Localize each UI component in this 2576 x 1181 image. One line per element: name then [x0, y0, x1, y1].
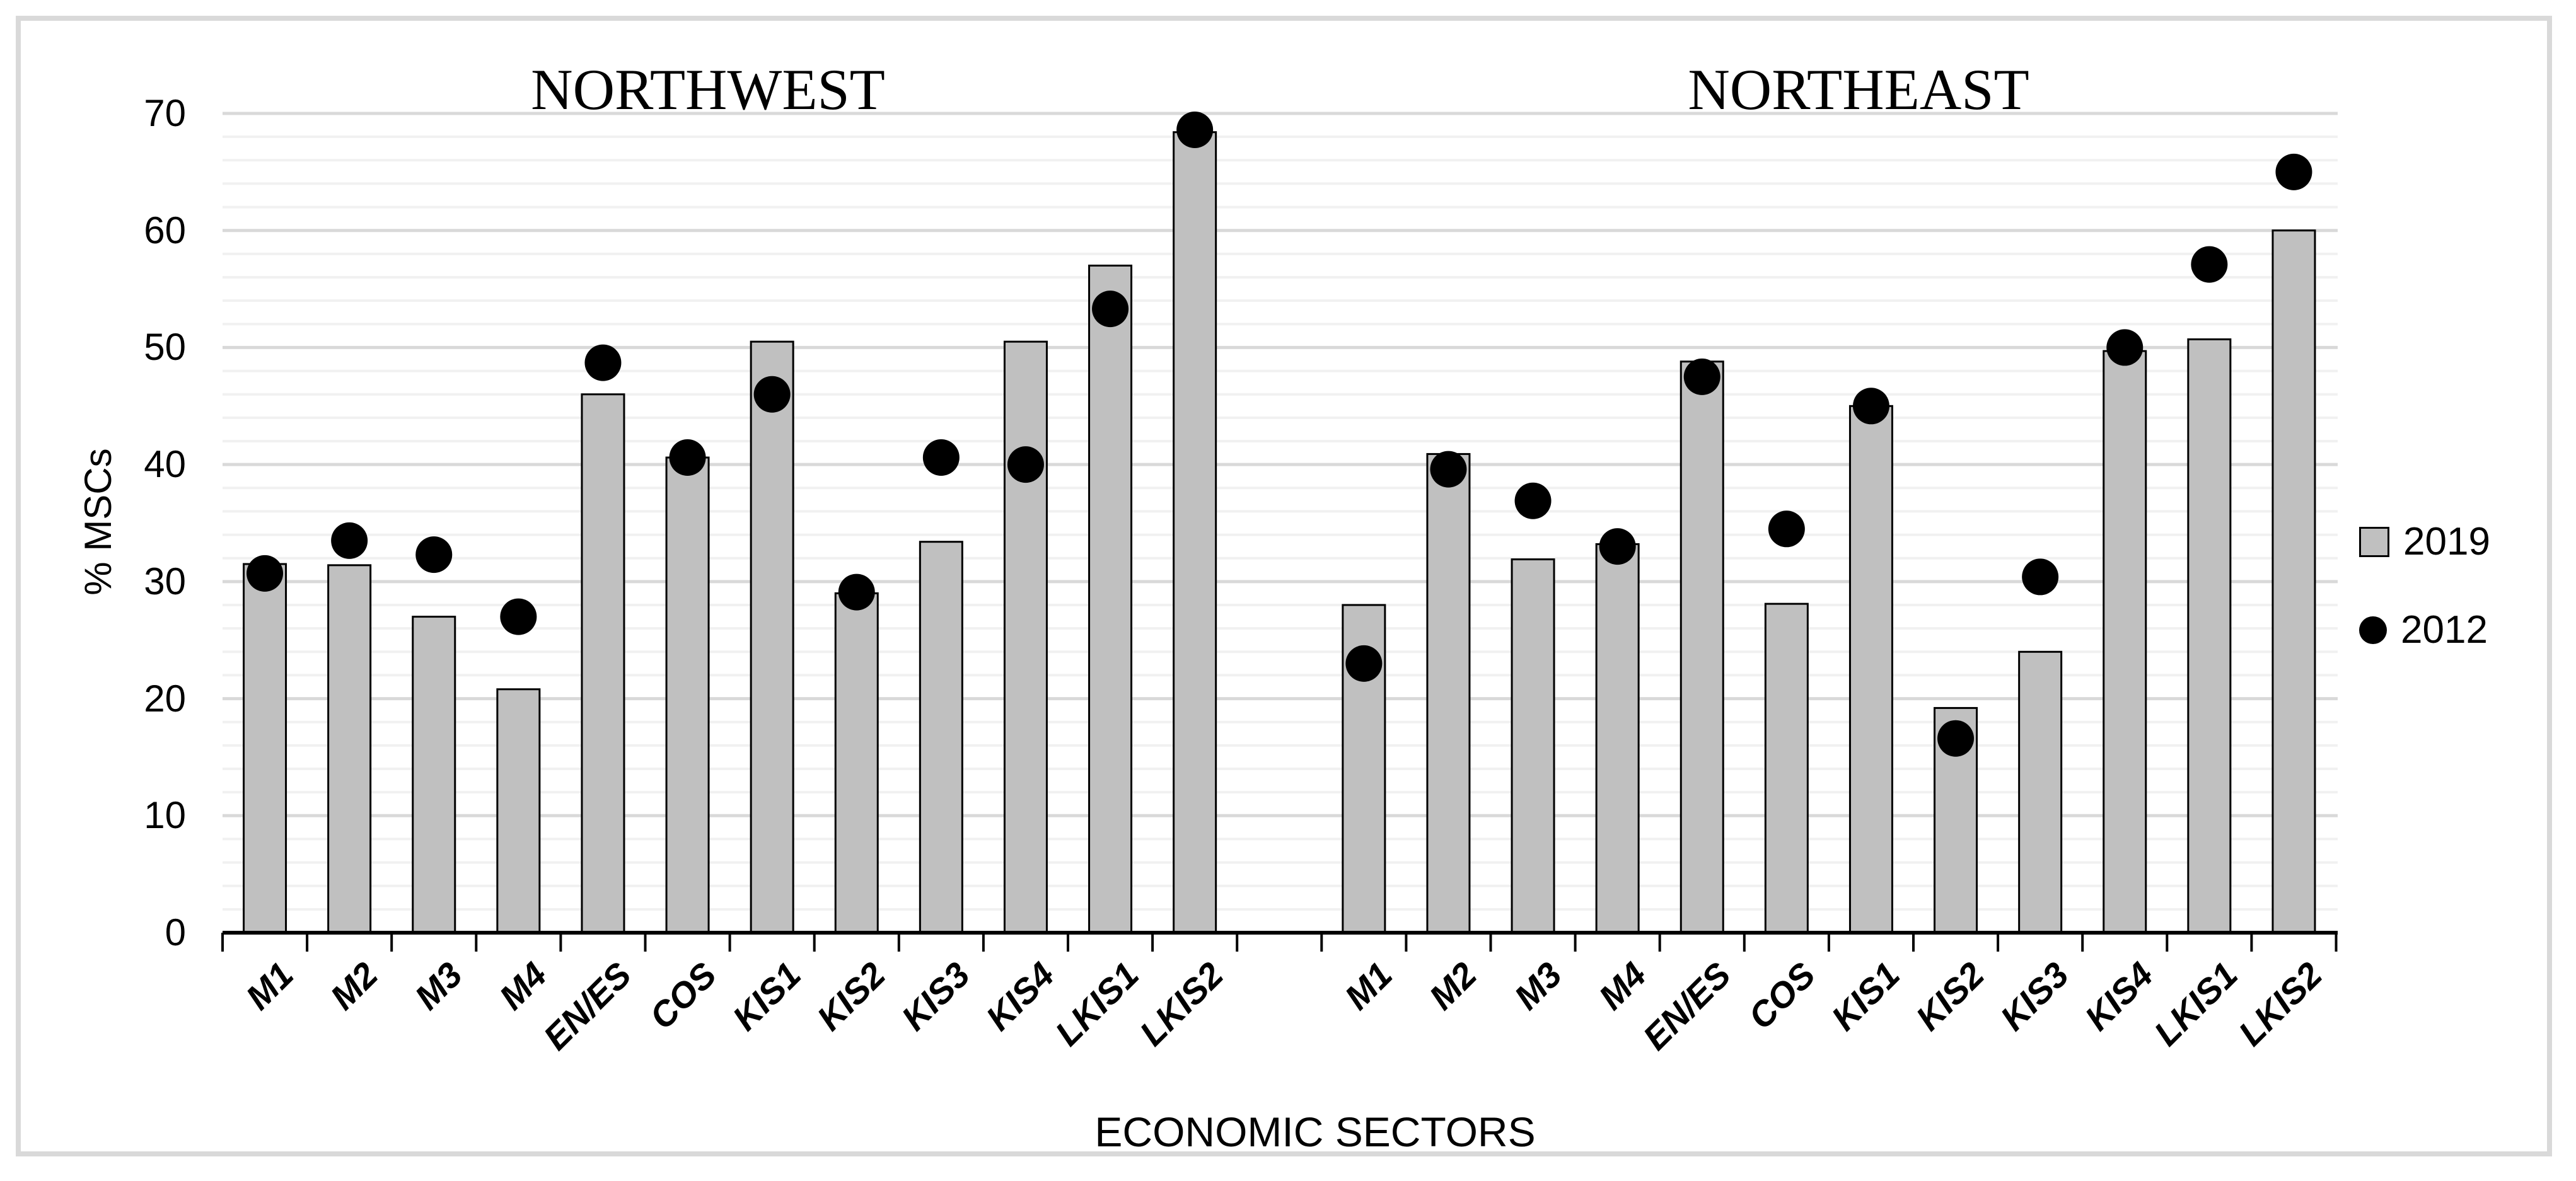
y-axis-tick-label: 10 [144, 794, 186, 837]
y-axis-tick-label: 70 [144, 92, 186, 134]
x-axis-title: ECONOMIC SECTORS [1094, 1109, 1536, 1155]
bar-2019 [1088, 264, 1133, 934]
black-dot-icon [2359, 616, 2387, 644]
legend-item-2019: 2019 [2359, 517, 2567, 567]
bar-2019 [1764, 602, 1809, 934]
bar-2019 [1595, 543, 1640, 934]
y-axis-title: % MSCs [77, 448, 119, 596]
gray-square-icon [2359, 527, 2389, 557]
bar-2019 [1173, 131, 1217, 934]
dot-2012 [415, 536, 453, 573]
bar-2019 [1426, 452, 1471, 934]
dot-2012 [2106, 329, 2144, 366]
bar-2019 [2271, 229, 2316, 934]
y-axis-tick-label: 0 [165, 911, 186, 953]
dot-2012 [1007, 446, 1044, 483]
y-axis-tick-label: 50 [144, 326, 186, 369]
legend-label-2019: 2019 [2403, 520, 2490, 563]
bar-2019 [581, 393, 625, 934]
y-axis-tick-label: 40 [144, 443, 186, 486]
dot-2012 [1092, 291, 1129, 328]
bar-2019 [1511, 558, 1555, 934]
dot-2012 [753, 376, 791, 413]
bar-2019 [327, 564, 372, 934]
dot-2012 [247, 555, 284, 592]
y-axis-tick-label: 20 [144, 677, 186, 720]
group-title-northwest: NORTHWEST [531, 57, 885, 122]
bar-2019 [834, 592, 879, 934]
dot-2012 [1345, 645, 1383, 682]
legend: 2019 2012 [2359, 517, 2567, 693]
bar-2019 [2103, 350, 2147, 934]
group-title-northeast: NORTHEAST [1688, 57, 2029, 122]
dot-2012 [1599, 528, 1636, 565]
legend-label-2012: 2012 [2401, 608, 2488, 652]
dot-2012 [922, 439, 960, 476]
dot-2012 [1514, 482, 1552, 519]
dot-2012 [584, 344, 622, 381]
bar-2019 [919, 541, 963, 934]
dot-2012 [1176, 112, 1214, 148]
dot-2012 [1430, 451, 1467, 488]
dot-2012 [1768, 510, 1805, 548]
dot-2012 [2275, 153, 2312, 190]
legend-item-2012: 2012 [2359, 605, 2567, 655]
dot-2012 [2022, 558, 2059, 596]
y-axis-tick-label: 60 [144, 209, 186, 251]
bar-2019 [2187, 338, 2232, 934]
dot-2012 [1937, 720, 1975, 757]
dot-2012 [500, 598, 537, 635]
bar-2019 [496, 688, 541, 934]
bar-2019 [412, 616, 456, 934]
dot-2012 [1683, 358, 1720, 395]
dot-2012 [331, 522, 368, 559]
bar-2019 [243, 563, 287, 934]
bar-2019 [665, 456, 710, 934]
y-axis-tick-label: 30 [144, 560, 186, 602]
bar-2019 [2018, 650, 2063, 934]
bar-2019 [1003, 340, 1048, 934]
bar-2019 [750, 340, 794, 934]
dot-2012 [2191, 246, 2228, 283]
dot-2012 [1852, 388, 1889, 425]
bar-2019 [1680, 360, 1724, 934]
bar-2019 [1848, 405, 1893, 934]
dot-2012 [838, 573, 875, 611]
dot-2012 [669, 439, 706, 476]
chart-border [16, 16, 2552, 1156]
